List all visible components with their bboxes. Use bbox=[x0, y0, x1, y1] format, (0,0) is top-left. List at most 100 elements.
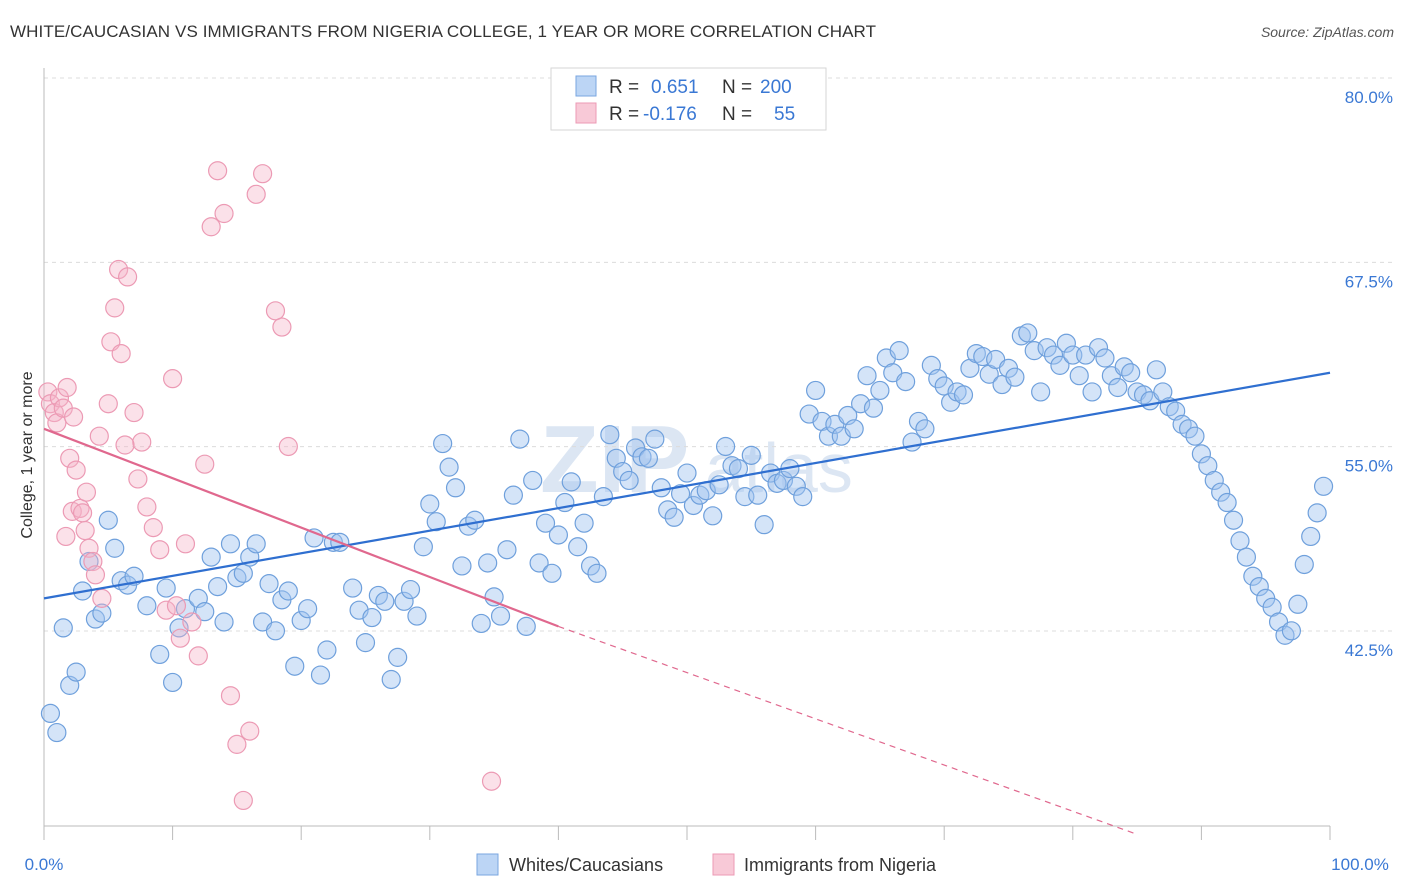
data-point-whites bbox=[1095, 348, 1115, 368]
data-point-whites bbox=[246, 534, 266, 554]
data-point-whites bbox=[1018, 323, 1038, 343]
data-point-whites bbox=[317, 640, 337, 660]
data-point-whites bbox=[150, 644, 170, 665]
data-point-whites bbox=[600, 425, 620, 445]
data-point-whites bbox=[651, 478, 671, 498]
data-point-nigeria bbox=[175, 534, 196, 554]
data-point-nigeria bbox=[115, 435, 135, 455]
data-point-nigeria bbox=[188, 646, 208, 666]
data-point-nigeria bbox=[163, 369, 183, 389]
data-point-whites bbox=[1211, 482, 1231, 502]
data-point-whites bbox=[195, 602, 215, 622]
data-point-whites bbox=[1223, 510, 1244, 530]
data-point-whites bbox=[1191, 444, 1212, 464]
data-point-whites bbox=[805, 380, 826, 401]
data-point-whites bbox=[355, 633, 376, 653]
gridlines bbox=[44, 77, 1394, 632]
data-point-nigeria bbox=[85, 565, 106, 585]
data-point-whites bbox=[1281, 621, 1302, 641]
data-point-whites bbox=[703, 506, 723, 526]
data-point-nigeria bbox=[124, 402, 144, 423]
data-point-whites bbox=[754, 515, 774, 535]
data-point-whites bbox=[793, 487, 813, 507]
data-point-nigeria bbox=[57, 377, 77, 398]
data-point-whites bbox=[1185, 426, 1205, 446]
data-point-nigeria bbox=[201, 217, 221, 237]
data-point-whites bbox=[375, 591, 395, 611]
data-point-whites bbox=[1288, 594, 1308, 614]
data-point-whites bbox=[670, 484, 691, 504]
data-point-nigeria bbox=[56, 526, 76, 547]
data-point-nigeria bbox=[66, 460, 86, 480]
data-point-nigeria bbox=[278, 436, 298, 457]
data-point-whites bbox=[1249, 576, 1269, 597]
data-point-whites bbox=[863, 398, 884, 418]
data-point-whites bbox=[156, 578, 176, 598]
legend-swatch-blue bbox=[575, 75, 597, 97]
data-point-whites bbox=[593, 487, 614, 507]
data-point-whites bbox=[426, 512, 446, 532]
data-point-whites bbox=[1069, 366, 1089, 386]
data-point-whites bbox=[265, 621, 286, 641]
data-point-nigeria bbox=[233, 790, 253, 811]
data-point-whites bbox=[561, 472, 581, 492]
data-point-whites bbox=[445, 478, 466, 498]
source-label: Source: ZipAtlas.com bbox=[1260, 24, 1394, 40]
data-point-whites bbox=[66, 662, 86, 682]
data-point-whites bbox=[214, 612, 234, 632]
data-point-nigeria bbox=[111, 343, 131, 364]
data-point-nigeria bbox=[253, 164, 273, 184]
data-point-whites bbox=[388, 647, 408, 667]
data-point-whites bbox=[1146, 360, 1166, 380]
data-point-whites bbox=[638, 448, 659, 468]
data-point-whites bbox=[259, 574, 279, 594]
data-point-whites bbox=[381, 669, 401, 690]
data-point-whites bbox=[478, 553, 498, 573]
correlation-legend: R = 0.651 N = 200 R = -0.176 N = 55 bbox=[550, 67, 827, 131]
legend-box bbox=[550, 67, 827, 131]
data-point-whites bbox=[1178, 419, 1199, 439]
data-point-whites bbox=[400, 579, 421, 600]
data-point-nigeria bbox=[98, 394, 118, 414]
data-point-nigeria bbox=[89, 426, 109, 446]
data-point-whites bbox=[548, 525, 569, 545]
data-point-nigeria bbox=[166, 596, 187, 616]
data-point-nigeria bbox=[195, 454, 215, 474]
data-point-nigeria bbox=[156, 600, 176, 620]
data-point-nigeria bbox=[38, 382, 58, 402]
data-point-nigeria bbox=[240, 721, 260, 741]
data-point-whites bbox=[529, 553, 549, 573]
legend-n-value-2: 55 bbox=[774, 104, 795, 125]
data-point-whites bbox=[632, 447, 652, 467]
data-point-nigeria bbox=[170, 628, 190, 648]
data-point-whites bbox=[343, 578, 363, 598]
data-point-whites bbox=[542, 563, 562, 583]
data-point-nigeria bbox=[128, 469, 148, 489]
data-point-nigeria bbox=[76, 482, 97, 502]
data-point-whites bbox=[580, 556, 601, 576]
data-point-whites bbox=[53, 618, 73, 638]
data-point-whites bbox=[285, 656, 305, 676]
data-point-whites bbox=[523, 470, 543, 491]
data-point-whites bbox=[953, 385, 974, 405]
bottom-legend-label-nigeria: Immigrants from Nigeria bbox=[744, 855, 937, 875]
data-point-whites bbox=[105, 538, 125, 558]
data-point-whites bbox=[40, 703, 61, 724]
data-point-whites bbox=[208, 576, 228, 597]
data-point-whites bbox=[490, 606, 511, 626]
data-point-whites bbox=[98, 510, 118, 530]
trend-lines bbox=[43, 371, 1331, 835]
data-point-whites bbox=[748, 485, 768, 505]
data-point-whites bbox=[413, 537, 433, 557]
data-point-whites bbox=[574, 513, 594, 533]
data-point-nigeria bbox=[72, 503, 93, 523]
data-point-nigeria bbox=[182, 612, 202, 632]
series-legend: Whites/Caucasians Immigrants from Nigeri… bbox=[476, 853, 937, 876]
data-point-whites bbox=[452, 556, 472, 576]
data-point-nigeria bbox=[150, 540, 170, 560]
data-point-nigeria bbox=[214, 203, 234, 224]
data-point-whites bbox=[844, 419, 864, 439]
data-point-whites bbox=[1313, 476, 1334, 496]
data-point-whites bbox=[1294, 554, 1314, 575]
